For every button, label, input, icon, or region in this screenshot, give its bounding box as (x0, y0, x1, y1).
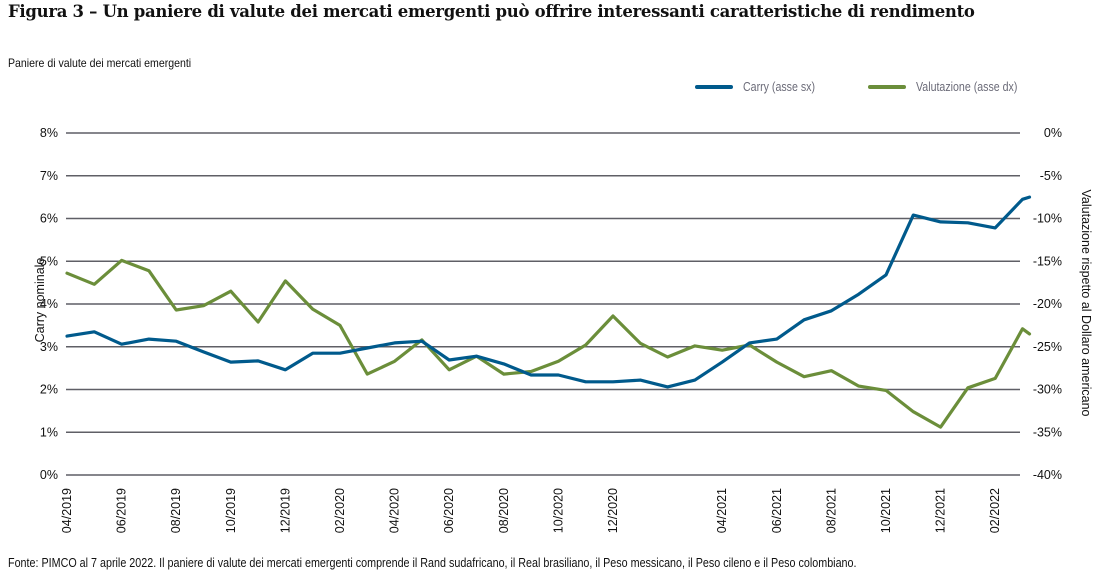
y-tick-label: 3% (40, 340, 58, 354)
x-tick-label: 10/2020 (551, 488, 565, 533)
x-tick-label: 12/2021 (934, 488, 948, 533)
x-tick-label: 06/2019 (115, 488, 129, 533)
x-tick-label: 12/2020 (606, 488, 620, 533)
y-tick-label: 6% (40, 212, 58, 226)
valutazione-line (65, 258, 1032, 429)
x-tick-label: 02/2022 (988, 488, 1002, 533)
legend-label-carry: Carry (asse sx) (743, 80, 816, 94)
y-axis-left-title: Carry nominale (33, 258, 47, 343)
x-tick-label: 08/2021 (824, 488, 838, 533)
y-tick-label: 4% (40, 297, 58, 311)
y2-tick-label: -10% (1033, 212, 1062, 226)
y-tick-label: 2% (40, 383, 58, 397)
y2-tick-label: -40% (1033, 468, 1062, 482)
y2-tick-label: -25% (1033, 340, 1062, 354)
y-tick-label: 0% (40, 468, 58, 482)
carry-line (65, 195, 1032, 389)
y-axis-right-ticks: -40% -35% -30% -25% -20% -15% -10% -5% 0% (1033, 126, 1062, 482)
y2-tick-label: -30% (1033, 383, 1062, 397)
y2-tick-label: 0% (1044, 126, 1062, 140)
x-tick-label: 04/2019 (60, 488, 74, 533)
y-axis-left-ticks: 0% 1% 2% 3% 4% 5% 6% 7% 8% (40, 126, 58, 482)
source-note: Fonte: PIMCO al 7 aprile 2022. Il panier… (8, 556, 857, 570)
series-lines (65, 195, 1032, 429)
y2-tick-label: -20% (1033, 297, 1062, 311)
y-tick-label: 1% (40, 425, 58, 439)
x-tick-label: 06/2021 (770, 488, 784, 533)
y-tick-label: 8% (40, 126, 58, 140)
legend-swatch-carry (695, 85, 733, 89)
legend-swatch-valutazione (867, 85, 906, 89)
y2-tick-label: -15% (1033, 254, 1062, 268)
legend-label-valutazione: Valutazione (asse dx) (915, 80, 1018, 94)
legend-item-carry: Carry (asse sx) (695, 80, 828, 94)
y-tick-label: 5% (40, 254, 58, 268)
x-tick-label: 10/2019 (224, 488, 238, 533)
legend: Carry (asse sx) Valutazione (asse dx) (695, 80, 1075, 94)
y-axis-right-title: Valutazione rispetto al Dollaro american… (1079, 190, 1093, 417)
x-tick-label: 12/2019 (278, 488, 292, 533)
x-tick-label: 10/2021 (879, 488, 893, 533)
y2-tick-label: -5% (1040, 169, 1062, 183)
chart-subtitle: Paniere di valute dei mercati emergenti (8, 56, 192, 70)
y2-tick-label: -35% (1033, 425, 1062, 439)
chart-title: Figura 3 – Un paniere di valute dei merc… (8, 2, 975, 21)
legend-item-valutazione: Valutazione (asse dx) (867, 80, 1035, 94)
x-tick-label: 06/2020 (442, 488, 456, 533)
x-tick-label: 02/2020 (333, 488, 347, 533)
x-tick-label: 04/2020 (388, 488, 402, 533)
gridlines (66, 132, 1020, 476)
y-tick-label: 7% (40, 169, 58, 183)
x-tick-label: 08/2020 (497, 488, 511, 533)
x-axis-ticks: 04/2019 06/2019 08/2019 10/2019 12/2019 02/20… (60, 488, 1002, 533)
x-tick-label: 04/2021 (715, 488, 729, 533)
x-tick-label: 08/2019 (169, 488, 183, 533)
